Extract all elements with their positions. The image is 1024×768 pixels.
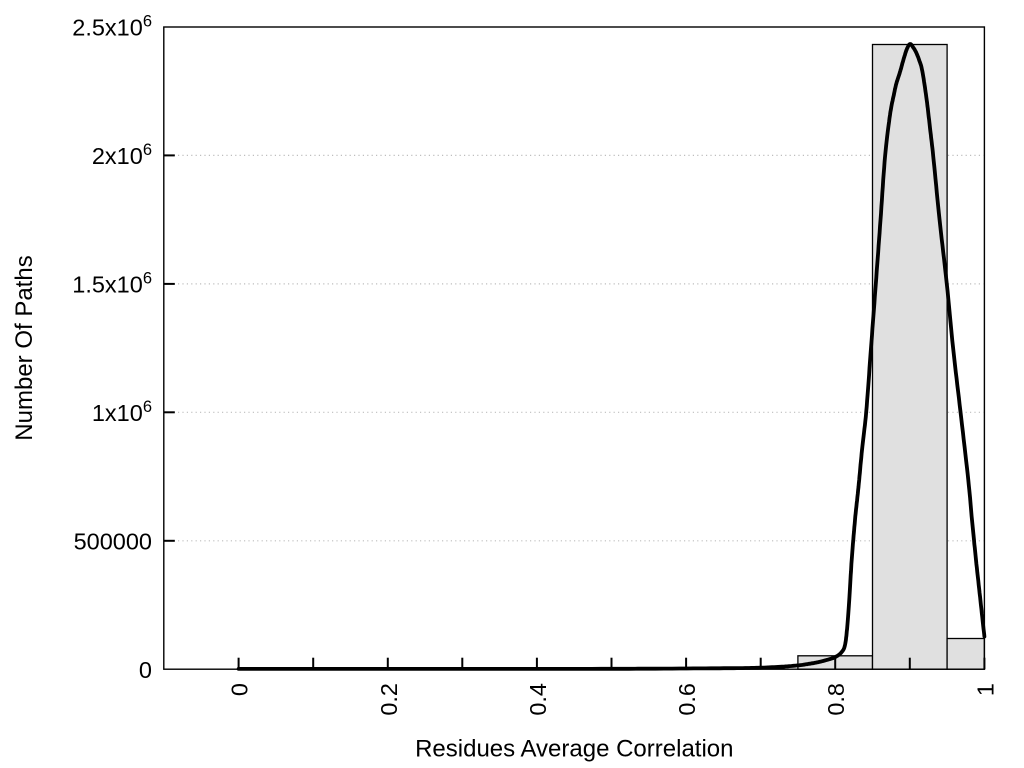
svg-text:1x106: 1x106 <box>92 398 152 426</box>
svg-text:Residues Average Correlation: Residues Average Correlation <box>415 735 733 762</box>
svg-text:Number Of Paths: Number Of Paths <box>11 255 38 440</box>
svg-text:0: 0 <box>227 683 253 696</box>
svg-text:500000: 500000 <box>74 528 152 554</box>
svg-text:0.4: 0.4 <box>525 683 551 716</box>
svg-text:0.6: 0.6 <box>674 683 700 716</box>
svg-text:2.5x106: 2.5x106 <box>72 13 152 41</box>
svg-text:0: 0 <box>139 657 152 683</box>
svg-text:1: 1 <box>972 683 998 696</box>
svg-text:0.8: 0.8 <box>823 683 849 716</box>
svg-text:1.5x106: 1.5x106 <box>72 270 152 298</box>
svg-text:0.2: 0.2 <box>376 683 402 716</box>
svg-text:2x106: 2x106 <box>92 141 152 169</box>
